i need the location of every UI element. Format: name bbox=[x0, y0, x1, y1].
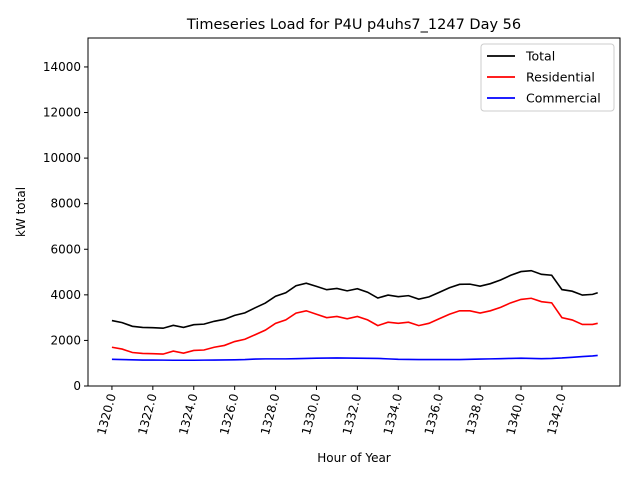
y-tick-label: 10000 bbox=[43, 151, 81, 165]
x-tick-label: 1340.0 bbox=[504, 392, 528, 436]
x-tick-label: 1322.0 bbox=[135, 392, 159, 436]
y-tick-label: 6000 bbox=[50, 242, 81, 256]
legend-label: Commercial bbox=[526, 91, 601, 106]
legend-box bbox=[480, 43, 615, 112]
x-tick-label: 1334.0 bbox=[381, 392, 405, 436]
y-tick-label: 8000 bbox=[50, 197, 81, 211]
y-tick-label: 12000 bbox=[43, 106, 81, 120]
x-tick-label: 1324.0 bbox=[176, 392, 200, 436]
legend-label: Residential bbox=[526, 70, 595, 85]
y-tick-label: 14000 bbox=[43, 60, 81, 74]
y-tick-label: 0 bbox=[73, 379, 81, 393]
x-tick-label: 1328.0 bbox=[258, 392, 282, 436]
plot-frame bbox=[87, 37, 621, 387]
x-tick-label: 1336.0 bbox=[422, 392, 446, 436]
series-line-commercial bbox=[111, 354, 598, 362]
legend-label: Total bbox=[525, 49, 555, 64]
y-axis-label: kW total bbox=[14, 187, 28, 237]
x-tick-label: 1342.0 bbox=[544, 392, 568, 436]
series-line-total bbox=[111, 269, 598, 330]
y-tick-label: 4000 bbox=[50, 288, 81, 302]
x-tick-label: 1330.0 bbox=[299, 392, 323, 436]
series-line-residential bbox=[111, 297, 598, 355]
x-tick-label: 1320.0 bbox=[94, 392, 118, 436]
x-axis-label: Hour of Year bbox=[317, 451, 391, 465]
y-tick-label: 2000 bbox=[50, 333, 81, 347]
chart-title: Timeseries Load for P4U p4uhs7_1247 Day … bbox=[186, 17, 521, 33]
x-tick-label: 1332.0 bbox=[340, 392, 364, 436]
x-tick-label: 1326.0 bbox=[217, 392, 241, 436]
legend: Total Residential Commercial bbox=[480, 43, 615, 112]
x-tick-label: 1338.0 bbox=[463, 392, 487, 436]
